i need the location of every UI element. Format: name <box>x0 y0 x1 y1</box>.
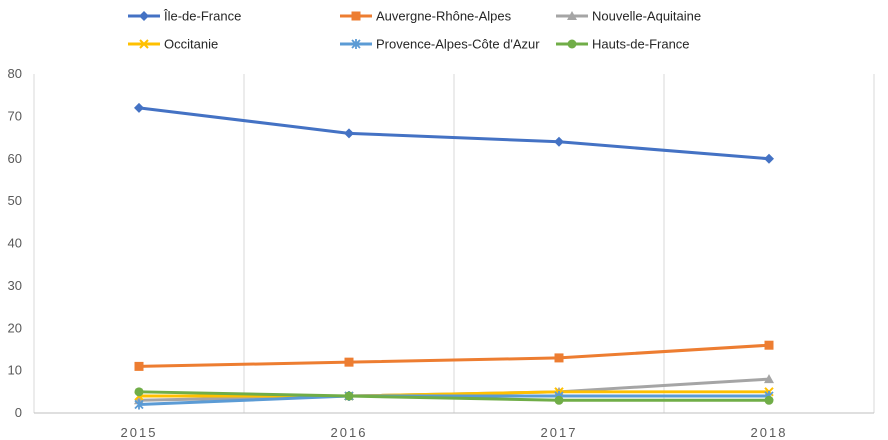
legend-marker <box>567 39 577 49</box>
y-tick-label: 50 <box>8 193 22 208</box>
gridlines <box>33 74 875 413</box>
y-tick-label: 70 <box>8 108 22 123</box>
x-tick-label: 2015 <box>121 425 158 440</box>
legend-item: Provence-Alpes-Côte d'Azur <box>340 37 540 52</box>
legend-item: Hauts-de-France <box>556 37 690 52</box>
data-point <box>764 153 774 164</box>
legend-item: Occitanie <box>128 37 218 52</box>
legend-label: Auvergne-Rhône-Alpes <box>376 9 512 24</box>
legend-marker <box>351 39 361 49</box>
x-tick-label: 2017 <box>541 425 578 440</box>
legend-item: Île-de-France <box>128 9 241 24</box>
series-6 <box>134 387 774 405</box>
data-point <box>554 353 564 363</box>
legend-marker <box>567 11 577 20</box>
x-tick-label: 2016 <box>331 425 368 440</box>
data-point <box>344 128 354 139</box>
y-tick-label: 0 <box>15 405 22 420</box>
data-point <box>134 387 144 397</box>
y-tick-label: 20 <box>8 320 22 335</box>
legend-marker <box>139 39 149 49</box>
series-line <box>137 390 771 402</box>
data-point <box>344 391 354 401</box>
y-tick-label: 80 <box>8 66 22 81</box>
legend: Île-de-France Auvergne-Rhône-Alpes Nouvell… <box>128 9 701 52</box>
data-point <box>554 395 564 405</box>
data-point <box>344 357 354 367</box>
data-point <box>134 102 144 113</box>
legend-label: Nouvelle-Aquitaine <box>592 9 701 24</box>
legend-item: Auvergne-Rhône-Alpes <box>340 9 512 24</box>
data-point <box>764 340 774 350</box>
legend-marker <box>139 11 149 21</box>
legend-item: Nouvelle-Aquitaine <box>556 9 701 24</box>
y-tick-label: 40 <box>8 236 22 251</box>
series-line <box>137 343 771 368</box>
y-tick-label: 60 <box>8 151 22 166</box>
data-point <box>134 361 144 371</box>
series-line <box>137 390 771 398</box>
x-tick-label: 2018 <box>751 425 788 440</box>
legend-label: Occitanie <box>164 37 218 52</box>
series-line <box>137 106 771 161</box>
data-point <box>554 136 564 147</box>
legend-label: Hauts-de-France <box>592 37 690 52</box>
legend-marker <box>351 11 361 21</box>
data-point <box>764 374 774 384</box>
data-point <box>134 399 144 410</box>
legend-label: Provence-Alpes-Côte d'Azur <box>376 37 540 52</box>
y-tick-label: 10 <box>8 363 22 378</box>
series-2 <box>134 340 774 371</box>
series-line <box>137 394 771 407</box>
data-point <box>764 395 774 405</box>
y-tick-label: 30 <box>8 278 22 293</box>
legend-label: Île-de-France <box>163 9 241 24</box>
series-1 <box>134 102 774 164</box>
